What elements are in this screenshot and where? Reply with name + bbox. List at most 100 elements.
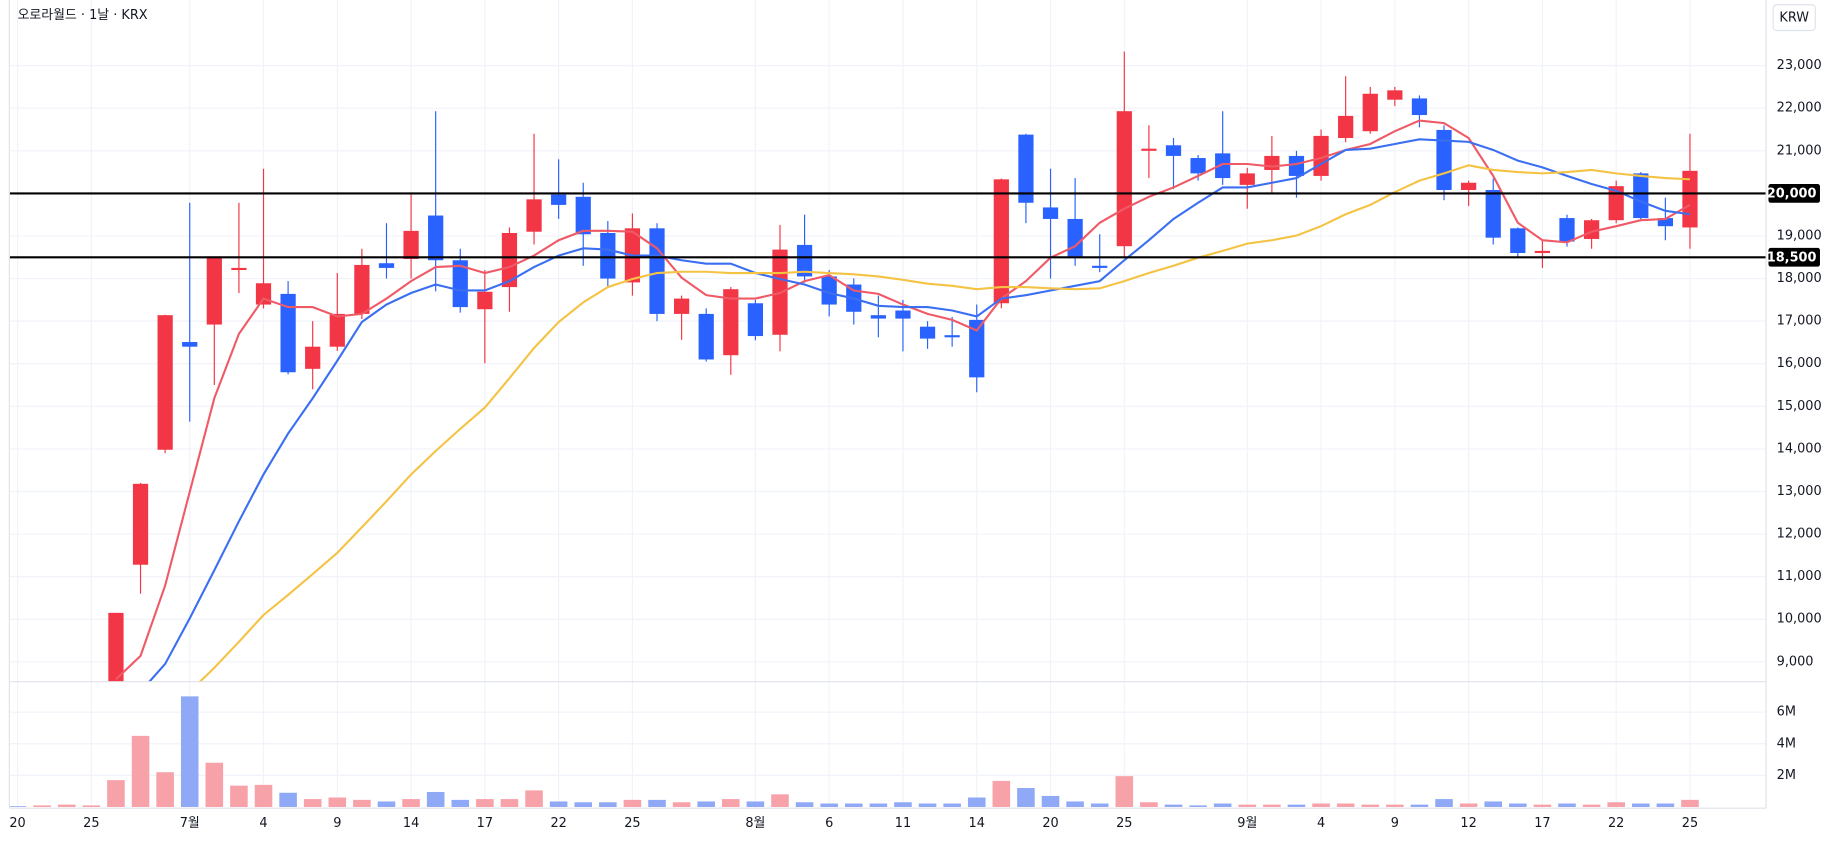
volume-bar — [9, 806, 27, 807]
candle-body — [723, 289, 739, 356]
x-tick-label: 4 — [1317, 816, 1325, 831]
volume-bar — [1115, 776, 1134, 807]
y-tick-label: 19,000 — [1777, 228, 1822, 243]
x-tick-label: 8월 — [745, 816, 765, 831]
y-tick-label: 22,000 — [1777, 101, 1822, 116]
volume-bar — [1386, 804, 1404, 807]
candle-body — [1116, 111, 1132, 247]
candle-body — [1534, 250, 1551, 254]
candle-body — [378, 263, 395, 268]
candle-body — [575, 196, 591, 235]
volume-bar — [33, 805, 51, 807]
volume-bar — [795, 802, 814, 807]
volume-bar — [426, 791, 445, 807]
volume-bar — [1238, 804, 1257, 807]
moving-average-line — [147, 138, 1691, 682]
x-tick-label: 11 — [895, 816, 911, 831]
candle-body — [231, 267, 247, 271]
volume-bar — [156, 772, 174, 807]
volume-bar — [574, 802, 593, 807]
y-tick-label: 18,000 — [1777, 271, 1822, 286]
y-tick-label: 23,000 — [1777, 58, 1822, 73]
x-tick-label: 22 — [1608, 816, 1624, 831]
candle-body — [747, 303, 764, 337]
volume-bar — [1558, 803, 1576, 807]
y-tick-label: 11,000 — [1777, 569, 1822, 584]
x-tick-label: 4 — [259, 816, 267, 831]
volume-bar — [869, 803, 888, 807]
volume-bar — [1509, 803, 1527, 807]
volume-bar — [697, 801, 715, 807]
candle-body — [1657, 218, 1673, 227]
volume-bar — [107, 780, 125, 807]
volume-bar — [648, 799, 666, 807]
candle-body — [403, 230, 419, 259]
candle-body — [206, 256, 222, 325]
volume-bar — [328, 797, 347, 807]
candle-body — [526, 199, 542, 232]
hline-label-box — [1768, 247, 1820, 267]
candle-body — [1461, 182, 1477, 190]
y-tick-label: 9,000 — [1777, 654, 1814, 669]
candle-body — [1387, 90, 1403, 100]
volume-bar — [180, 696, 199, 807]
volume-bar — [967, 797, 986, 807]
volume-bar — [451, 799, 470, 807]
volume-bar — [1607, 802, 1625, 807]
volume-bar — [57, 804, 76, 807]
x-tick-label: 17 — [477, 816, 493, 831]
candle-body — [477, 291, 493, 310]
volume-tick-label: 2M — [1777, 768, 1796, 783]
x-tick-label: 14 — [403, 816, 419, 831]
x-tick-label: 20 — [9, 816, 25, 831]
volume-bar — [820, 803, 838, 807]
candle-body — [821, 276, 837, 305]
volume-bar — [402, 799, 420, 807]
hline-label: 20,000 — [1767, 186, 1817, 201]
volume-bar — [771, 794, 789, 807]
volume-bar — [943, 803, 961, 807]
hline-label-box — [1768, 184, 1820, 203]
candle-body — [969, 319, 985, 378]
volume-bar — [500, 799, 519, 807]
x-tick-label: 12 — [1460, 816, 1476, 831]
candle-body — [305, 346, 321, 369]
volume-bar — [1582, 804, 1601, 807]
volume-bar — [746, 801, 765, 807]
volume-bar — [623, 799, 642, 807]
volume-bar — [1312, 803, 1330, 807]
moving-average-line — [115, 119, 1691, 681]
volume-bar — [1459, 803, 1478, 807]
volume-bar — [525, 790, 543, 807]
x-tick-label: 17 — [1534, 816, 1550, 831]
candle-body — [501, 232, 518, 288]
y-tick-label: 21,000 — [1777, 143, 1822, 158]
volume-bar — [1189, 805, 1207, 807]
volume-bar — [894, 802, 912, 807]
y-tick-label: 16,000 — [1777, 356, 1822, 371]
volume-bar — [1533, 804, 1552, 807]
candle-body — [600, 232, 616, 279]
volume-bar — [1164, 804, 1183, 807]
candle-body — [551, 194, 567, 205]
volume-tick-label: 4M — [1777, 736, 1796, 751]
x-tick-label: 6 — [825, 816, 833, 831]
candle-body — [452, 260, 468, 308]
volume-bar — [1090, 803, 1109, 807]
x-tick-label: 9 — [1391, 816, 1399, 831]
moving-average-line — [198, 164, 1691, 682]
candle-body — [1092, 265, 1108, 268]
volume-pane — [9, 696, 1699, 807]
y-tick-label: 13,000 — [1777, 484, 1822, 499]
volume-bar — [279, 792, 297, 807]
candle-body — [796, 244, 813, 277]
candle-body — [329, 313, 345, 347]
candle-body — [649, 228, 665, 314]
candle-body — [1190, 158, 1206, 174]
grid — [9, 0, 1767, 809]
candle-body — [944, 335, 960, 338]
candle-body — [1239, 173, 1255, 185]
volume-bar — [599, 802, 617, 807]
